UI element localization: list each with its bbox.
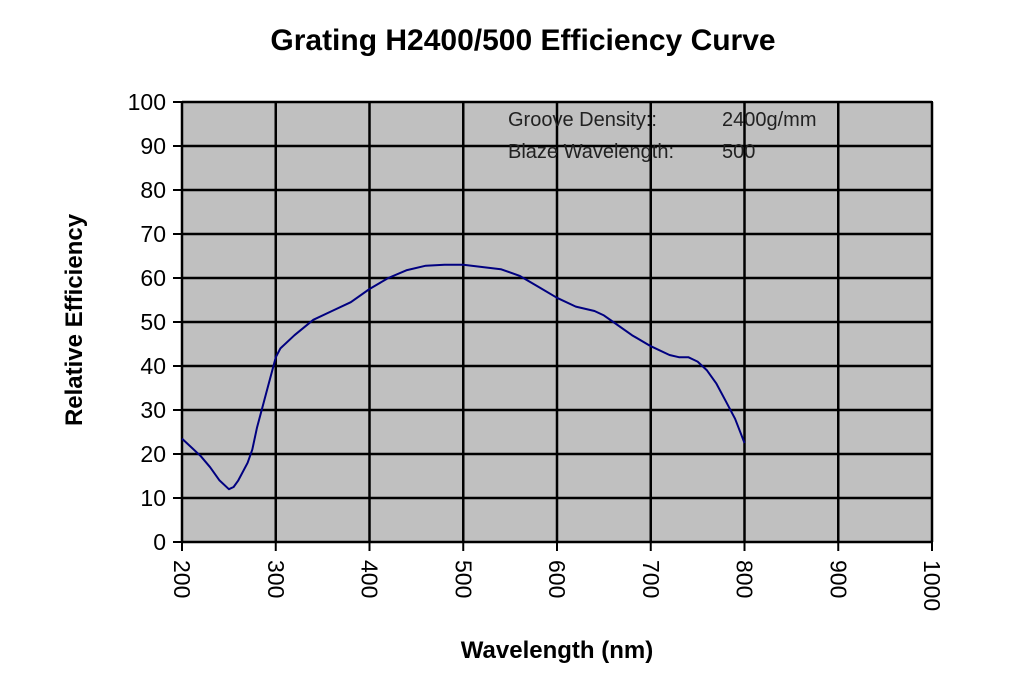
x-tick-label: 500 [450,560,476,598]
y-tick-label: 60 [140,265,166,291]
x-tick-label: 300 [263,560,289,598]
x-tick-label: 900 [825,560,851,598]
annotation-groove-density-label: Groove Density:: [508,109,657,131]
x-tick-label: 200 [169,560,195,598]
y-tick-label: 10 [140,485,166,511]
y-tick-label: 70 [140,221,166,247]
annotation-block: Groove Density:: 2400g/mm Blaze Waveleng… [508,109,817,163]
x-tick-label: 1000 [919,560,945,611]
annotation-blaze-wavelength-value: 500 [722,141,755,163]
x-tick-label: 600 [544,560,570,598]
annotation-groove-density-value: 2400g/mm [722,109,817,131]
x-tick-label: 800 [732,560,758,598]
efficiency-curve-line [181,263,746,491]
y-tick-label: 100 [128,89,166,115]
y-tick-label: 90 [140,133,166,159]
y-tick-label: 30 [140,397,166,423]
plot-area: 0 10 20 30 40 50 60 70 80 90 100 200 300 400 500 600 700… [128,89,945,611]
chart-title: Grating H2400/500 Efficiency Curve [270,24,775,57]
x-axis-label: Wavelength (nm) [461,637,653,664]
y-tick-label: 40 [140,353,166,379]
y-tick-label: 0 [153,529,166,555]
y-tick-label: 20 [140,441,166,467]
y-tick-label: 80 [140,177,166,203]
annotation-blaze-wavelength-label: Blaze Wavelength: [508,141,674,163]
y-tick-label: 50 [140,309,166,335]
x-tick-label: 700 [638,560,664,598]
x-tick-label: 400 [357,560,383,598]
y-axis-label: Relative Efficiency [61,213,88,426]
